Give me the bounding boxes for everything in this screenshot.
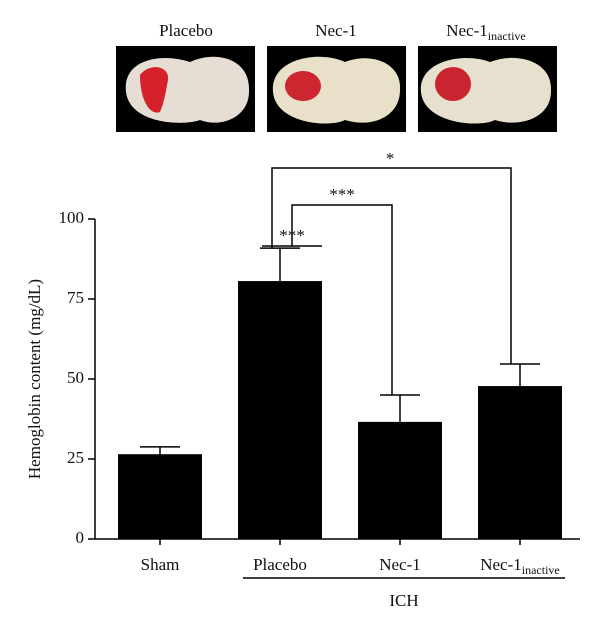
- bar: [238, 281, 322, 539]
- brain-images: [116, 46, 557, 132]
- label-main: Nec-1: [379, 555, 421, 574]
- lesion: [285, 71, 321, 101]
- x-tick-label: Nec-1: [379, 555, 421, 574]
- y-axis-label: Hemoglobin content (mg/dL): [25, 279, 44, 479]
- lesion: [140, 67, 169, 113]
- label-main: Nec-1: [446, 21, 488, 40]
- label-main: Nec-1: [480, 555, 522, 574]
- label-subscript: inactive: [488, 29, 526, 43]
- lesion: [435, 67, 471, 101]
- image-label: Nec-1: [315, 21, 357, 40]
- y-tick-label: 75: [67, 288, 84, 307]
- image-label: Placebo: [159, 21, 213, 40]
- error-bar: [260, 247, 300, 282]
- image-label: Nec-1inactive: [446, 21, 526, 43]
- bar: [118, 454, 202, 539]
- y-tick-label: 100: [59, 208, 85, 227]
- group-label: ICH: [389, 591, 418, 610]
- error-bar: [140, 446, 180, 455]
- y-tick-label: 50: [67, 368, 84, 387]
- error-bar: [380, 394, 420, 422]
- label-main: Sham: [141, 555, 180, 574]
- x-tick-label: Sham: [141, 555, 180, 574]
- label-subscript: inactive: [522, 563, 560, 577]
- x-tick-label: Placebo: [253, 555, 307, 574]
- bar: [358, 421, 442, 539]
- significance-label: *: [386, 149, 395, 168]
- y-tick-label: 0: [76, 528, 85, 547]
- x-tick-label: Nec-1inactive: [480, 555, 560, 577]
- significance-label: ***: [329, 185, 355, 204]
- significance-label: ***: [279, 226, 305, 245]
- y-tick-label: 25: [67, 448, 84, 467]
- label-main: Placebo: [253, 555, 307, 574]
- error-bar: [500, 363, 540, 387]
- bar: [478, 386, 562, 539]
- significance-brackets: [262, 167, 512, 395]
